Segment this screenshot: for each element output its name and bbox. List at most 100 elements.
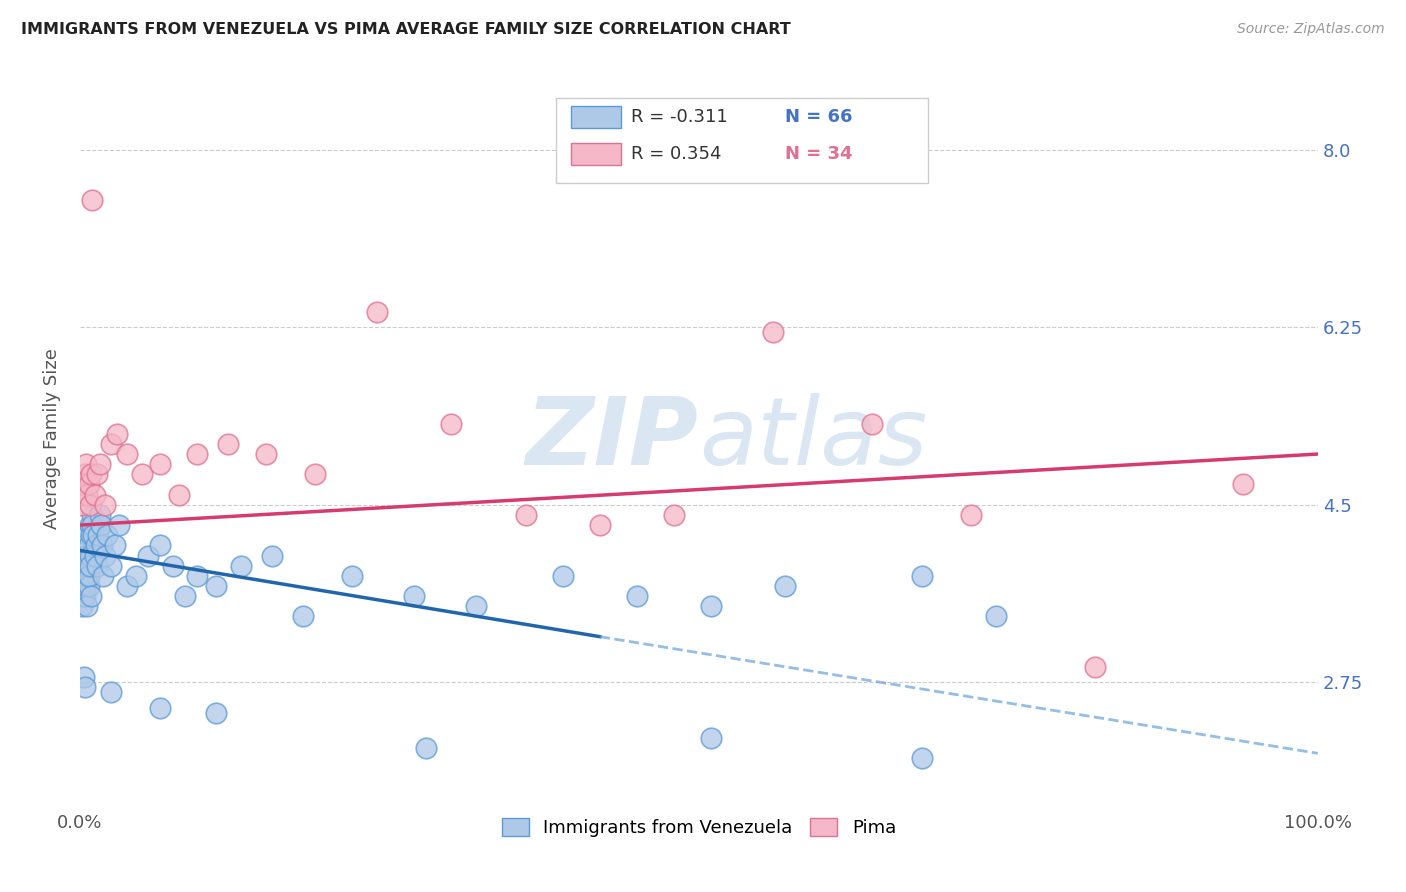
Point: [77, 579, 100, 593]
Point: [79, 518, 101, 533]
Point: [72, 477, 94, 491]
Point: [984, 609, 1007, 624]
Point: [762, 326, 785, 340]
Point: [1232, 477, 1254, 491]
Point: [105, 426, 128, 441]
Point: [186, 447, 208, 461]
Point: [82, 518, 104, 533]
Point: [87, 528, 110, 542]
Point: [72, 589, 94, 603]
Point: [73, 538, 96, 552]
Point: [72, 599, 94, 614]
Point: [174, 589, 197, 603]
Point: [404, 589, 426, 603]
Point: [89, 457, 111, 471]
Point: [515, 508, 537, 522]
Point: [72, 488, 94, 502]
Point: [911, 751, 934, 765]
Point: [72, 579, 94, 593]
Point: [149, 538, 172, 552]
Point: [70, 589, 93, 603]
Point: [136, 549, 159, 563]
Point: [589, 518, 612, 533]
Point: [100, 437, 122, 451]
Point: [93, 569, 115, 583]
Point: [84, 538, 107, 552]
Point: [79, 549, 101, 563]
Point: [86, 558, 108, 573]
Point: [70, 569, 93, 583]
Point: [626, 589, 648, 603]
Point: [76, 599, 98, 614]
Point: [75, 579, 97, 593]
Point: [149, 457, 172, 471]
Point: [77, 538, 100, 552]
Text: N = 34: N = 34: [786, 145, 853, 162]
Point: [93, 549, 115, 563]
Point: [149, 700, 172, 714]
Point: [1084, 660, 1107, 674]
Point: [82, 194, 104, 208]
Point: [82, 528, 104, 542]
Point: [131, 467, 153, 482]
Point: [440, 417, 463, 431]
Point: [79, 498, 101, 512]
Point: [291, 609, 314, 624]
Bar: [571, 105, 621, 128]
Text: atlas: atlas: [699, 393, 927, 484]
Point: [551, 569, 574, 583]
Point: [662, 508, 685, 522]
Point: [205, 706, 228, 720]
Y-axis label: Average Family Size: Average Family Size: [44, 349, 60, 529]
Point: [72, 569, 94, 583]
Point: [72, 670, 94, 684]
Point: [76, 558, 98, 573]
Point: [86, 467, 108, 482]
Text: Source: ZipAtlas.com: Source: ZipAtlas.com: [1237, 22, 1385, 37]
Point: [89, 508, 111, 522]
Point: [72, 549, 94, 563]
Point: [115, 579, 138, 593]
Point: [80, 589, 103, 603]
Point: [72, 558, 94, 573]
Text: IMMIGRANTS FROM VENEZUELA VS PIMA AVERAGE FAMILY SIZE CORRELATION CHART: IMMIGRANTS FROM VENEZUELA VS PIMA AVERAG…: [21, 22, 790, 37]
Bar: [571, 143, 621, 165]
Point: [100, 558, 122, 573]
Point: [366, 305, 388, 319]
Point: [162, 558, 184, 573]
Point: [77, 477, 100, 491]
Text: R = -0.311: R = -0.311: [631, 108, 727, 126]
Point: [90, 518, 112, 533]
Point: [254, 447, 277, 461]
Point: [72, 579, 94, 593]
Point: [73, 681, 96, 695]
Point: [108, 518, 131, 533]
Point: [70, 498, 93, 512]
Point: [103, 538, 125, 552]
Point: [93, 498, 115, 512]
Point: [75, 549, 97, 563]
Point: [76, 488, 98, 502]
Point: [260, 549, 283, 563]
Point: [73, 467, 96, 482]
Point: [167, 488, 190, 502]
Point: [76, 569, 98, 583]
Point: [73, 558, 96, 573]
Point: [415, 741, 437, 756]
Point: [205, 579, 228, 593]
Point: [304, 467, 326, 482]
FancyBboxPatch shape: [557, 98, 928, 184]
Point: [91, 538, 114, 552]
Point: [75, 457, 97, 471]
Point: [75, 569, 97, 583]
Point: [79, 558, 101, 573]
Point: [229, 558, 252, 573]
Point: [77, 569, 100, 583]
Point: [186, 569, 208, 583]
Point: [80, 467, 103, 482]
Point: [860, 417, 883, 431]
Point: [960, 508, 983, 522]
Point: [700, 599, 723, 614]
Point: [83, 488, 105, 502]
Point: [80, 528, 103, 542]
